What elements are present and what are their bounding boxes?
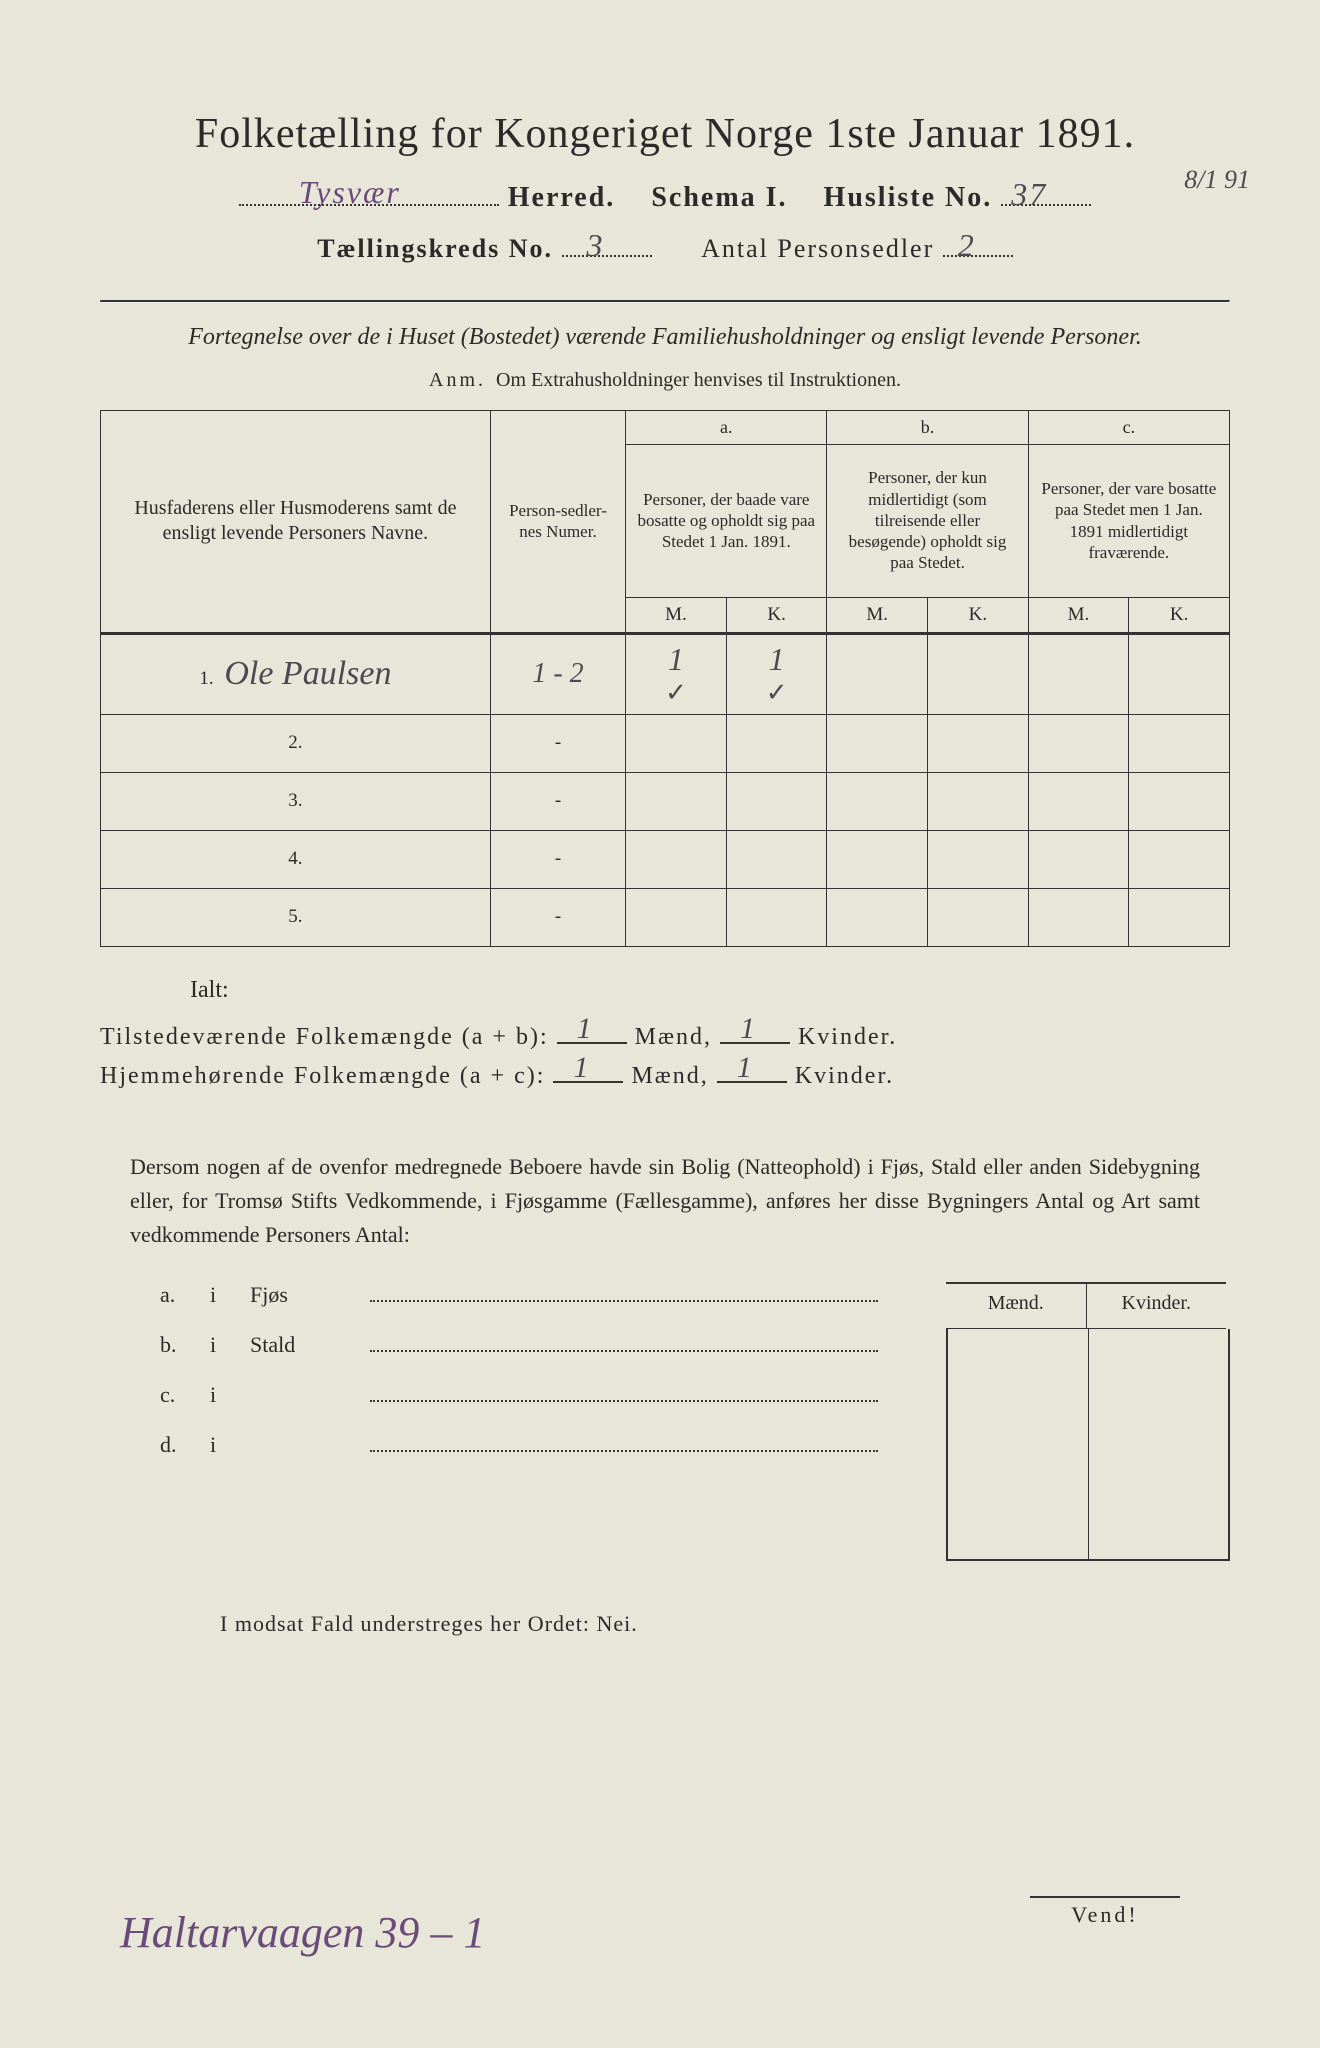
page-title: Folketælling for Kongeriget Norge 1ste J… [100,110,1230,158]
sum-line-2: Hjemmehørende Folkemængde (a + c): 1 Mæn… [100,1063,1230,1090]
herred-label: Herred. [508,182,616,213]
instructions-para: Dersom nogen af de ovenfor medregnede Be… [130,1150,1200,1252]
side-buildings-block: a. i Fjøs b. i Stald c. i d. i [100,1282,1230,1561]
census-table: Husfaderens eller Husmoderens samt de en… [100,410,1230,947]
mk-box-wrap: Mænd. Kvinder. [946,1282,1230,1561]
anm-text: Om Extrahusholdninger henvises til Instr… [496,369,901,391]
header-line-1: Tysvær Herred. Schema I. Husliste No. 37 [100,182,1230,214]
bottom-handwriting: Haltarvaagen 39 – 1 [120,1907,485,1958]
ialt-label: Ialt: [190,977,1230,1004]
col-b-text: Personer, der kun midlertidigt (som tilr… [827,444,1028,597]
kreds-value: 3 [587,227,605,264]
table-row: 2. - [101,714,1230,772]
mk-kvinder: Kvinder. [1087,1284,1227,1328]
col-c-label: c. [1028,410,1229,444]
sum-line-1: Tilstedeværende Folkemængde (a + b): 1 M… [100,1024,1230,1051]
table-row: 3. - [101,772,1230,830]
row-name-value: Ole Paulsen [224,655,391,692]
mk-maend: Mænd. [946,1284,1087,1328]
row-a-k: 1 ✓ [726,633,827,714]
row-a-m: 1 ✓ [626,633,727,714]
col-c-m: M. [1028,597,1129,633]
col-a-k: K. [726,597,827,633]
col-a-text: Personer, der baade vare bosatte og opho… [626,444,827,597]
kreds-label: Tællingskreds No. [317,234,553,263]
side-row: b. i Stald [160,1332,886,1382]
subtitle: Fortegnelse over de i Huset (Bostedet) v… [160,321,1170,355]
schema-label: Schema I. [651,182,787,213]
col-a-m: M. [626,597,727,633]
divider [100,300,1230,303]
antal-value: 2 [958,227,976,264]
side-row: c. i [160,1382,886,1432]
row-num-cell: 1 - 2 [490,633,625,714]
antal-label: Antal Personsedler [701,234,934,263]
col-num-header: Person-sedler-nes Numer. [490,410,625,633]
side-row: a. i Fjøs [160,1282,886,1332]
col-b-m: M. [827,597,928,633]
header-line-2: Tællingskreds No. 3 Antal Personsedler 2 [100,234,1230,264]
anm-label: Anm. [429,369,486,391]
totals-block: Ialt: Tilstedeværende Folkemængde (a + b… [100,977,1230,1090]
col-a-label: a. [626,410,827,444]
census-form-page: Folketælling for Kongeriget Norge 1ste J… [0,0,1320,2048]
anm-line: Anm. Om Extrahusholdninger henvises til … [100,369,1230,392]
col-b-label: b. [827,410,1028,444]
col-name-header: Husfaderens eller Husmoderens samt de en… [101,410,491,633]
col-c-k: K. [1129,597,1230,633]
vend-label: Vend! [1030,1896,1180,1928]
row-name-cell: 1. Ole Paulsen [101,633,491,714]
herred-value: Tysvær [299,174,401,211]
date-annotation: 8/1 91 [1184,165,1250,195]
table-row: 5. - [101,888,1230,946]
husliste-value: 37 [1011,176,1047,213]
side-row: d. i [160,1432,886,1482]
nei-line: I modsat Fald understreges her Ordet: Ne… [220,1611,1230,1637]
table-row: 1. Ole Paulsen 1 - 2 1 ✓ 1 ✓ [101,633,1230,714]
col-b-k: K. [928,597,1029,633]
col-c-text: Personer, der vare bosatte paa Stedet me… [1028,444,1229,597]
table-row: 4. - [101,830,1230,888]
husliste-label: Husliste No. [824,182,993,213]
